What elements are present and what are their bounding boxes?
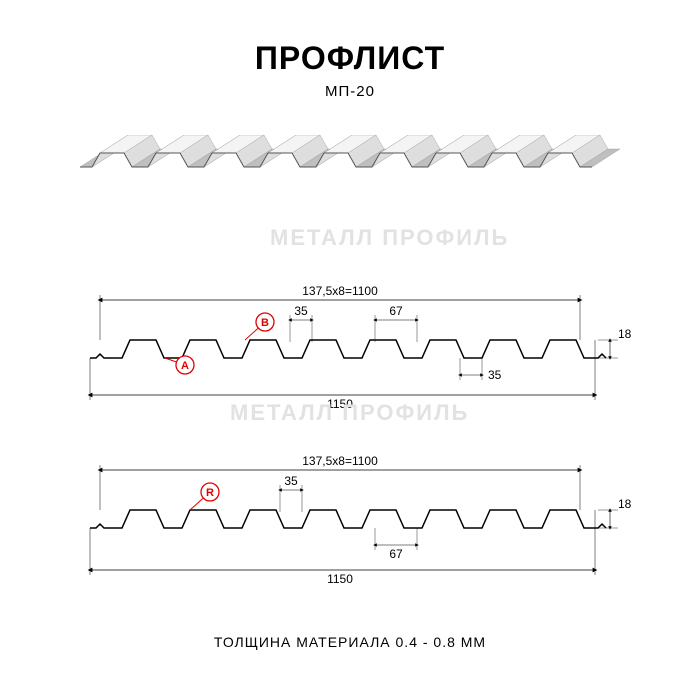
iso-view xyxy=(70,135,630,215)
dim-height: 18 xyxy=(618,497,632,511)
dim-gap35b: 35 xyxy=(488,368,502,382)
watermark-text: МЕТАЛЛ ПРОФИЛЬ xyxy=(270,225,509,251)
dim-gap35: 35 xyxy=(294,304,308,318)
dim-top: 137,5х8=1100 xyxy=(302,284,378,298)
svg-text:B: B xyxy=(261,317,269,329)
dim-bottom: 1150 xyxy=(327,397,353,411)
footer-thickness: ТОЛЩИНА МАТЕРИАЛА 0.4 - 0.8 ММ xyxy=(0,634,700,650)
svg-text:R: R xyxy=(206,487,214,499)
dim-crest: 67 xyxy=(389,547,403,561)
dim-crest: 67 xyxy=(389,304,403,318)
dim-height: 18 xyxy=(618,327,632,341)
page-subtitle: МП-20 xyxy=(0,83,700,100)
page-title: ПРОФЛИСТ xyxy=(0,40,700,77)
svg-text:A: A xyxy=(181,360,189,372)
dim-bottom: 1150 xyxy=(327,572,353,586)
bubble-b: B xyxy=(245,313,274,340)
dim-top: 137,5х8=1100 xyxy=(302,454,378,468)
cross-section-1: 137,5х8=1100 35 67 18 35 1150 A B xyxy=(70,280,640,420)
dim-gap35: 35 xyxy=(284,474,298,488)
cross-section-2: 137,5х8=1100 35 67 18 1150 R xyxy=(70,450,640,590)
bubble-r: R xyxy=(190,483,219,510)
